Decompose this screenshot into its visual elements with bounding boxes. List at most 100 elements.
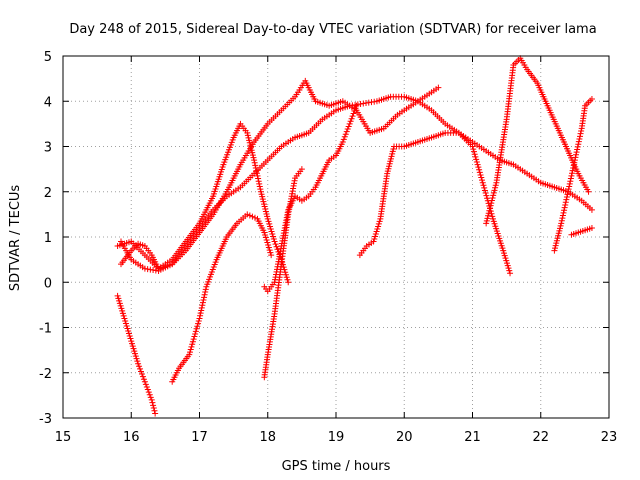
data-point [576,135,583,142]
data-point [253,167,260,174]
data-point [189,341,196,348]
data-point [190,336,197,343]
x-tick-label: 16 [123,430,140,445]
data-point [577,130,584,137]
x-axis-label: GPS time / hours [282,459,391,474]
data-point [198,307,205,314]
data-point [483,220,490,227]
data-point [486,207,493,214]
x-tick-label: 19 [328,430,345,445]
data-point [129,340,136,347]
data-point [268,228,275,235]
data-point [285,279,292,286]
data-point [251,157,258,164]
data-point [133,355,140,362]
data-point [370,238,377,245]
data-point [197,312,204,319]
data-point [256,183,263,190]
data-point [267,223,274,230]
data-point [486,205,493,212]
data-point [253,170,260,177]
data-point [487,202,494,209]
data-point [262,234,269,241]
data-point [119,310,126,317]
data-point [472,153,479,160]
data-point [255,178,262,185]
data-point [201,294,208,301]
data-point [480,182,487,189]
data-point [483,192,490,199]
data-point [482,190,489,197]
data-point [195,320,202,327]
data-point [199,299,206,306]
data-point [574,143,581,150]
data-point [202,286,209,293]
data-point [375,220,382,227]
data-point [298,166,305,173]
data-point [490,192,497,199]
data-point [148,396,155,403]
data-point [478,174,485,181]
y-axis-label: SDTVAR / TECUs [8,185,23,292]
data-point [149,399,156,406]
data-point [201,291,208,298]
data-point [500,247,507,254]
data-point [192,330,199,337]
data-point [267,225,274,232]
data-point [469,143,476,150]
data-point [488,197,495,204]
y-tick-label: -2 [39,367,52,382]
data-point [506,267,513,274]
data-point [142,381,149,388]
data-point [500,250,507,257]
data-point [343,128,350,135]
data-point [347,118,354,125]
data-point [138,371,145,378]
x-tick-label: 23 [601,430,618,445]
data-point [195,318,202,325]
x-tick-label: 17 [191,430,208,445]
series-track-h [356,129,514,277]
data-point [484,195,491,202]
data-point [140,376,147,383]
data-point [572,154,579,161]
data-point [249,213,256,220]
data-point [198,304,205,311]
data-point [130,345,137,352]
data-point [569,170,576,177]
data-point [147,394,154,401]
data-point [588,224,595,231]
data-point [187,346,194,353]
data-point [559,215,566,222]
data-point [353,102,360,109]
data-point [137,365,144,372]
data-point [264,239,271,246]
data-point [473,159,480,166]
data-point [504,262,511,269]
data-point [200,296,207,303]
data-point [189,338,196,345]
data-point [473,156,480,163]
data-point [252,162,259,169]
series-track-c [118,120,292,286]
data-point [563,196,570,203]
data-point [569,167,576,174]
data-point [252,164,259,171]
data-point [244,211,251,218]
data-point [128,338,135,345]
data-point [202,289,209,296]
data-point [503,257,510,264]
data-point [474,161,481,168]
data-point [283,274,290,281]
data-point [585,188,592,195]
data-point [270,233,277,240]
data-point [340,136,347,143]
data-point [116,300,123,307]
data-point [123,322,130,329]
data-point [266,220,273,227]
data-point [246,212,253,219]
data-point [470,146,477,153]
data-point [116,297,123,304]
data-point [371,236,378,243]
